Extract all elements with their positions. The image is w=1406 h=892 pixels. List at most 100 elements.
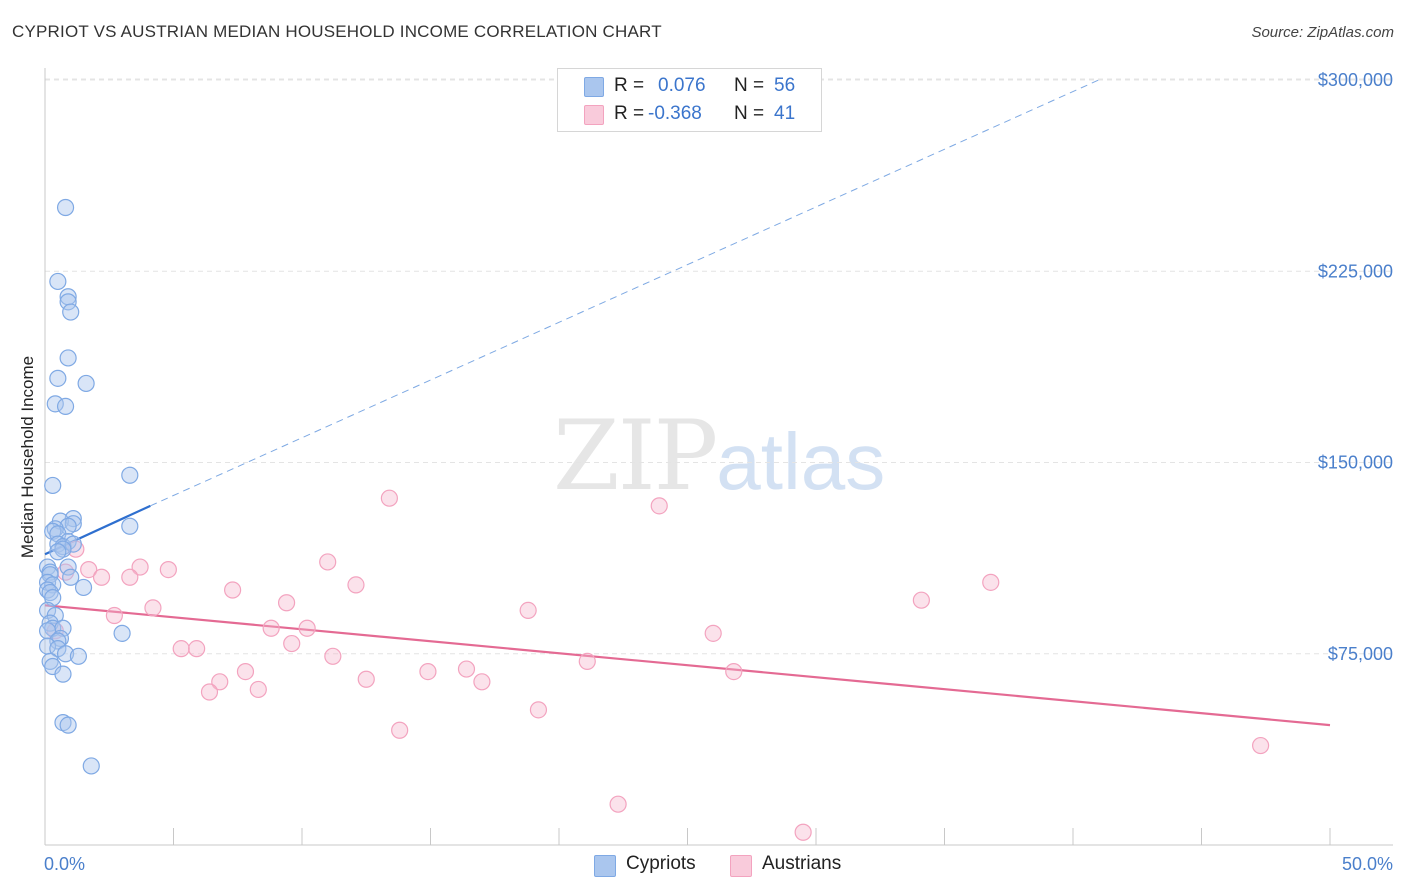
cypriots-point-1 — [49, 272, 67, 291]
tick-labels: $75,000 $150,000 $225,000 $300,000 0.0% 50.0% — [44, 70, 1393, 874]
cypriots-swatch — [584, 77, 604, 97]
trend-lines — [44, 79, 1331, 727]
watermark-zip: ZIP — [553, 400, 718, 512]
austrians-point-25 — [324, 647, 342, 665]
austrians-point-14 — [277, 594, 296, 612]
cypriots-point-9 — [56, 397, 75, 415]
austrians-legend-label: Austrians — [762, 853, 842, 874]
cypriots-point-3 — [59, 293, 77, 311]
y-axis-label: Median Household Income — [18, 356, 37, 558]
watermark-atlas: atlas — [716, 417, 886, 506]
cypriots-point-52 — [54, 665, 72, 683]
austrians-point-4 — [131, 558, 149, 576]
austrians-point-32 — [357, 670, 375, 688]
cypriots-point-27 — [59, 558, 77, 576]
cypriots-point-30 — [62, 568, 80, 586]
austrians-point-18 — [262, 619, 280, 637]
austrians-point-2 — [319, 553, 337, 571]
cypriots-point-42 — [38, 622, 57, 640]
cypriots-point-23 — [64, 535, 82, 553]
austrians-point-6 — [80, 560, 98, 579]
austrians-point-19 — [298, 619, 316, 637]
austrians-point-1 — [650, 497, 668, 515]
austrians-point-12 — [224, 581, 242, 599]
axes — [44, 68, 1393, 846]
austrians-point-0 — [380, 489, 398, 507]
x-tick-label-1: 50.0% — [1342, 854, 1393, 874]
austrians-point-29 — [419, 662, 437, 681]
austrians-point-27 — [457, 660, 476, 678]
austrians-point-16 — [519, 601, 537, 620]
r-value: -0.368 — [648, 103, 702, 124]
austrians-point-26 — [578, 652, 596, 671]
austrians-legend-swatch — [730, 855, 752, 877]
cypriots-point-4 — [62, 303, 80, 321]
chart-title: CYPRIOT VS AUSTRIAN MEDIAN HOUSEHOLD INC… — [12, 22, 662, 41]
austrians-point-13 — [912, 591, 930, 609]
cypriots-point-11 — [44, 476, 62, 495]
austrians-trend-line — [44, 604, 1331, 727]
cypriots-point-6 — [49, 369, 67, 387]
stats-legend: R = 0.076 N = 56 R = -0.368 N = 41 — [557, 68, 822, 132]
austrians-point-15 — [144, 599, 162, 617]
y-tick-label-1: $150,000 — [1318, 453, 1393, 473]
austrians-point-28 — [236, 662, 255, 681]
austrians-point-22 — [283, 634, 301, 653]
cypriots-point-10 — [121, 466, 139, 484]
stats-legend-row-cypriots: R = 0.076 N = 56 — [558, 73, 821, 101]
r-label: R = — [614, 75, 645, 96]
austrians-point-8 — [92, 568, 111, 586]
austrians-point-38 — [1252, 736, 1270, 755]
series-legend: Cypriots Austrians — [0, 850, 1406, 880]
cypriots-trend-line — [44, 504, 151, 556]
austrians-point-10 — [982, 573, 1000, 591]
watermark: ZIPatlas — [553, 400, 885, 512]
cypriots-point-5 — [59, 349, 77, 367]
austrians-point-37 — [391, 721, 409, 739]
austrians-swatch — [584, 105, 604, 125]
cypriots-point-17 — [121, 517, 139, 535]
cypriots-point-43 — [113, 624, 131, 642]
austrians-point-24 — [188, 640, 206, 658]
cypriots-point-25 — [49, 543, 67, 561]
cypriots-point-33 — [74, 578, 93, 597]
n-label: N = — [734, 103, 765, 124]
r-label: R = — [614, 103, 645, 124]
cypriots-trend-extension — [150, 79, 1099, 507]
cypriots-point-48 — [56, 645, 75, 663]
austrians-point-36 — [529, 701, 548, 719]
austrians-point-5 — [159, 560, 177, 579]
austrians-point-30 — [725, 662, 743, 681]
r-value: 0.076 — [658, 75, 706, 96]
y-tick-label-2: $225,000 — [1318, 261, 1393, 281]
x-tick-label-0: 0.0% — [44, 854, 85, 874]
cypriots-legend-label: Cypriots — [626, 853, 696, 874]
austrians-point-35 — [200, 683, 219, 701]
austrians-point-40 — [794, 823, 812, 841]
austrians-point-33 — [211, 673, 229, 691]
austrians-point-11 — [347, 576, 365, 594]
n-label: N = — [734, 75, 765, 96]
n-value: 41 — [774, 103, 796, 124]
cypriots-point-7 — [77, 374, 95, 393]
austrians-point-31 — [473, 673, 491, 691]
austrians-point-39 — [609, 795, 627, 813]
cypriots-point-49 — [69, 647, 88, 665]
cypriots-point-54 — [59, 716, 77, 734]
austrians-point-21 — [704, 624, 722, 642]
cypriots-point-0 — [56, 198, 75, 217]
n-value: 56 — [774, 75, 796, 96]
stats-legend-row-austrians: R = -0.368 N = 41 — [558, 101, 821, 129]
austrians-point-17 — [105, 606, 123, 625]
source-label: Source: ZipAtlas.com — [1251, 24, 1394, 41]
cypriots-point-44 — [51, 629, 70, 648]
y-tick-label-0: $75,000 — [1328, 644, 1393, 664]
y-tick-label-3: $300,000 — [1318, 70, 1393, 90]
data-points — [38, 198, 1270, 841]
austrians-point-9 — [121, 568, 139, 586]
austrians-point-23 — [172, 640, 190, 658]
austrians-point-34 — [249, 680, 267, 699]
cypriots-point-36 — [44, 589, 62, 607]
gridlines — [45, 78, 1393, 655]
